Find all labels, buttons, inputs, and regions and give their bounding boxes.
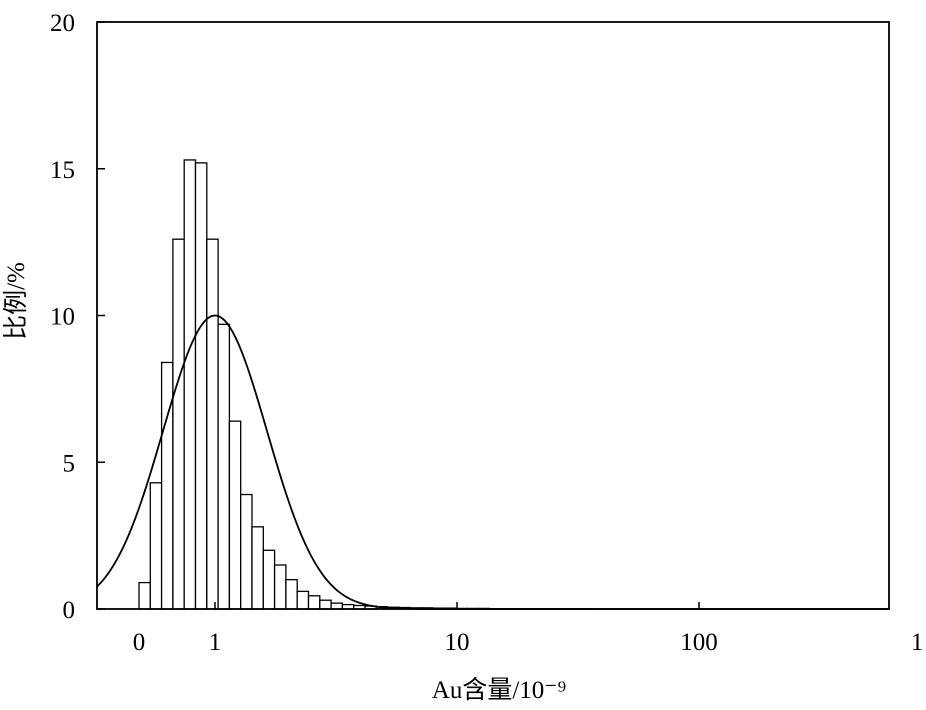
y-tick-label: 0 (63, 597, 76, 624)
histogram-bar (194, 162, 208, 610)
y-axis: 0 5 10 15 20 (50, 10, 105, 624)
x-tick-label: 100 (680, 629, 718, 656)
x-axis: 0 1 10 100 1 000 (133, 602, 926, 656)
histogram-bar (307, 595, 321, 610)
histogram-bar (251, 526, 264, 610)
histogram-bar (183, 159, 197, 610)
histogram-bar (138, 581, 151, 610)
histogram-bar (262, 549, 276, 610)
y-axis-title: 比例/% (2, 262, 30, 340)
histogram-bars (138, 159, 592, 610)
histogram-bar (206, 238, 219, 610)
histogram-bar (273, 564, 287, 610)
histogram-bar (149, 482, 163, 610)
x-tick-label: 10 (445, 629, 470, 656)
y-tick-label: 10 (50, 304, 75, 331)
x-axis-title: Au含量/10⁻⁹ (432, 676, 566, 704)
histogram-bar (160, 361, 174, 610)
histogram-bar (285, 579, 298, 610)
histogram-bar (296, 590, 310, 610)
histogram-bar (319, 599, 332, 610)
histogram-bar (228, 420, 242, 610)
histogram-bar (217, 323, 231, 610)
x-tick-label: 0 (133, 629, 146, 656)
x-tick-label: 1 000 (911, 629, 926, 656)
histogram-bar (172, 238, 185, 610)
histogram-bar (240, 493, 253, 610)
x-tick-label: 1 (209, 629, 222, 656)
y-tick-label: 5 (63, 450, 76, 477)
y-tick-label: 15 (50, 157, 75, 184)
y-tick-label: 20 (50, 10, 75, 37)
